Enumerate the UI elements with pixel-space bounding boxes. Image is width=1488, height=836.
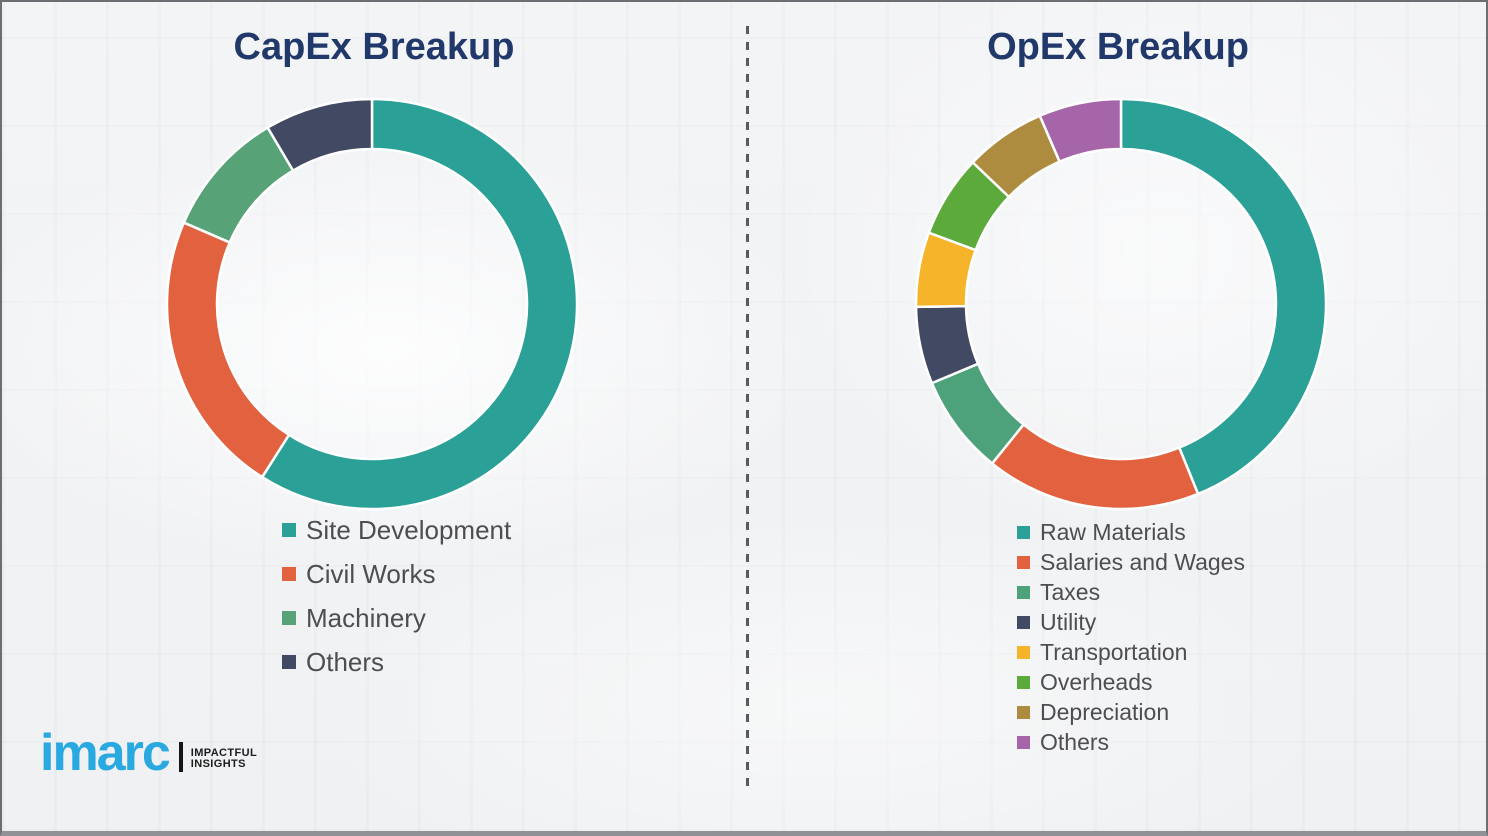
- opex-segment-others: [1038, 97, 1123, 164]
- capex-segment-site-development: [260, 97, 579, 511]
- opex-segment-raw-materials: [1119, 97, 1328, 496]
- legend-label-transportation: Transportation: [1040, 638, 1188, 665]
- opex-legend-item: Raw Materials: [1017, 517, 1245, 547]
- legend-swatch-overheads: [1017, 675, 1030, 689]
- imarc-logo: imarc IMPACTFUL INSIGHTS: [40, 724, 258, 782]
- legend-swatch-raw-materials: [1017, 525, 1030, 539]
- opex-segment-salaries-and-wages: [990, 422, 1200, 511]
- legend-label-overheads: Overheads: [1040, 668, 1153, 695]
- legend-label-salaries-and-wages: Salaries and Wages: [1040, 548, 1245, 575]
- imarc-logo-divider-bar: [178, 741, 183, 772]
- opex-legend-item: Overheads: [1017, 667, 1245, 697]
- capex-legend: Site Development Civil Works Machinery Othe…: [282, 508, 511, 684]
- imarc-logo-wordmark: imarc: [40, 724, 171, 782]
- opex-panel: OpEx Breakup Raw Materials Salaries and W…: [746, 2, 1486, 831]
- legend-label-depreciation: Depreciation: [1040, 698, 1170, 725]
- legend-label-civil-works: Civil Works: [306, 558, 436, 589]
- legend-label-others: Others: [306, 646, 385, 677]
- opex-legend-item: Utility: [1017, 607, 1245, 637]
- capex-legend-item: Civil Works: [282, 552, 511, 596]
- legend-label-raw-materials: Raw Materials: [1040, 518, 1186, 545]
- legend-swatch-transportation: [1017, 645, 1030, 659]
- legend-label-taxes: Taxes: [1040, 578, 1101, 605]
- legend-swatch-civil-works: [282, 567, 296, 581]
- capex-title: CapEx Breakup: [233, 26, 515, 68]
- opex-legend-item: Depreciation: [1017, 697, 1245, 727]
- capex-legend-item: Machinery: [282, 596, 511, 640]
- capex-donut-chart: [162, 94, 582, 514]
- imarc-logo-tagline: IMPACTFUL INSIGHTS: [190, 746, 258, 771]
- imarc-tagline-line1: IMPACTFUL: [190, 746, 258, 759]
- legend-swatch-utility: [1017, 615, 1030, 629]
- dashed-divider-line: [746, 26, 749, 794]
- imarc-tagline-line2: INSIGHTS: [190, 758, 246, 771]
- legend-label-machinery: Machinery: [306, 602, 426, 633]
- opex-legend-item: Salaries and Wages: [1017, 547, 1245, 577]
- opex-donut-chart: [911, 94, 1331, 514]
- legend-swatch-site-development: [282, 523, 296, 537]
- opex-legend: Raw Materials Salaries and Wages Taxes Util…: [1017, 517, 1245, 757]
- capex-segment-others: [265, 97, 374, 173]
- legend-swatch-depreciation: [1017, 705, 1030, 719]
- capex-legend-item: Site Development: [282, 508, 511, 552]
- legend-swatch-others: [282, 655, 296, 669]
- opex-legend-item: Others: [1017, 727, 1245, 757]
- capex-donut-svg: [165, 97, 579, 511]
- legend-label-site-development: Site Development: [306, 514, 512, 545]
- legend-swatch-others: [1017, 735, 1030, 749]
- capex-segment-civil-works: [165, 220, 291, 479]
- legend-swatch-taxes: [1017, 585, 1030, 599]
- opex-legend-item: Transportation: [1017, 637, 1245, 667]
- legend-swatch-salaries-and-wages: [1017, 555, 1030, 569]
- legend-label-others: Others: [1040, 728, 1110, 755]
- legend-swatch-machinery: [282, 611, 296, 625]
- capex-legend-item: Others: [282, 640, 511, 684]
- legend-label-utility: Utility: [1040, 608, 1097, 635]
- opex-donut-svg: [914, 97, 1328, 511]
- opex-legend-item: Taxes: [1017, 577, 1245, 607]
- opex-title: OpEx Breakup: [987, 26, 1249, 68]
- capex-panel: CapEx Breakup Site Development Civil Work…: [2, 2, 746, 831]
